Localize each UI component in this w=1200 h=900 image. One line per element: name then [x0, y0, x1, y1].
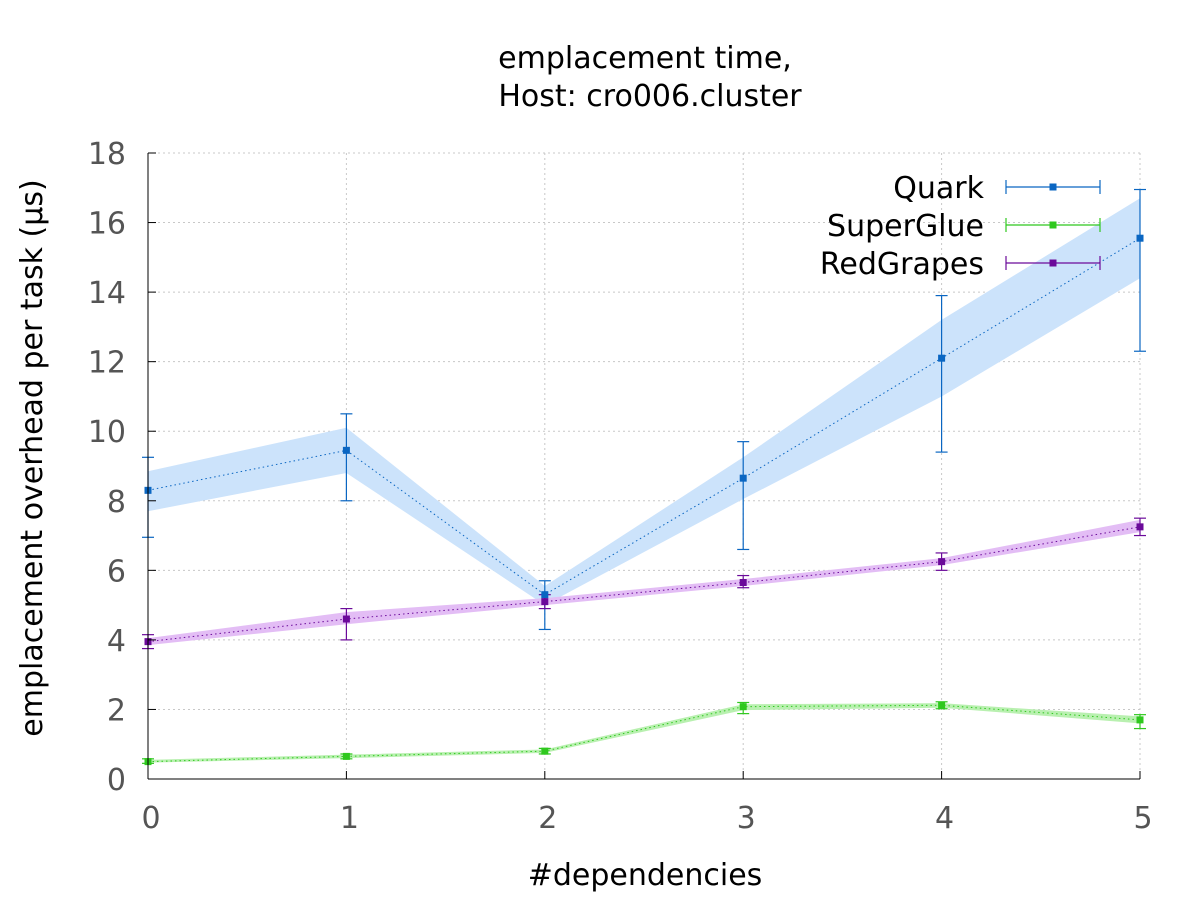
x-tick-label-0: 0: [141, 801, 160, 836]
band-quark: [148, 198, 1140, 606]
legend-item-quark: Quark: [893, 171, 1101, 206]
y-tick-label-4: 8: [107, 485, 126, 520]
x-axis-label: #dependencies: [528, 858, 763, 893]
band-superglue: [148, 703, 1140, 763]
legend-label-superglue: SuperGlue: [827, 209, 984, 244]
y-tick-label-0: 0: [107, 763, 126, 798]
legend-marker-superglue: [1049, 221, 1057, 229]
x-tick-labels: 0 1 2 3 4 5: [141, 801, 1152, 836]
errorbar-quark-5: [1134, 188, 1146, 352]
y-tick-label-5: 10: [88, 415, 126, 450]
point-redgrapes-2: [541, 598, 549, 606]
point-redgrapes-1: [342, 615, 350, 623]
errorbar-quark-3: [737, 441, 750, 551]
point-quark-4: [938, 354, 946, 362]
title-line-1: emplacement time,: [498, 41, 792, 76]
x-tick-label-3: 3: [737, 801, 756, 836]
point-superglue-5: [1136, 716, 1144, 724]
line-superglue: [147, 704, 1141, 763]
line-quark: [147, 237, 1141, 596]
x-tick-label-1: 1: [340, 801, 359, 836]
series-lines: [147, 237, 1141, 763]
point-quark-1: [342, 446, 350, 454]
point-superglue-1: [342, 752, 350, 760]
point-redgrapes-5: [1136, 523, 1144, 531]
y-tick-label-2: 4: [107, 624, 126, 659]
y-tick-label-7: 14: [88, 276, 126, 311]
legend-label-redgrapes: RedGrapes: [820, 247, 984, 282]
legend-label-quark: Quark: [893, 171, 984, 206]
legend-marker-quark: [1049, 183, 1057, 191]
point-redgrapes-3: [739, 579, 747, 587]
confidence-bands: [148, 198, 1140, 763]
errorbar-quark-4: [935, 294, 948, 453]
y-tick-label-3: 6: [107, 554, 126, 589]
x-tick-label-5: 5: [1133, 801, 1152, 836]
axes: [147, 152, 1141, 780]
x-tick-label-4: 4: [935, 801, 954, 836]
point-superglue-3: [739, 703, 747, 711]
point-quark-3: [739, 474, 747, 482]
y-axis-label: emplacement overhead per task (µs): [15, 179, 50, 736]
y-tick-labels: 0 2 4 6 8 10 12 14 16 18: [88, 137, 126, 798]
x-tick-label-2: 2: [538, 801, 557, 836]
chart-title: emplacement time, Host: cro006.cluster: [498, 41, 802, 114]
legend-marker-redgrapes: [1049, 259, 1057, 267]
title-line-2: Host: cro006.cluster: [498, 79, 802, 114]
point-redgrapes-4: [938, 558, 946, 566]
point-superglue-2: [541, 747, 549, 755]
y-tick-label-1: 2: [107, 693, 126, 728]
y-tick-label-9: 18: [88, 137, 126, 172]
y-tick-label-8: 16: [88, 207, 126, 242]
band-redgrapes: [148, 519, 1140, 646]
point-quark-5: [1136, 234, 1144, 242]
errorbar-quark-1: [340, 413, 353, 502]
point-quark-2: [541, 591, 549, 599]
legend-item-redgrapes: RedGrapes: [820, 247, 1101, 282]
point-superglue-4: [938, 701, 946, 709]
y-tick-label-6: 12: [88, 346, 126, 381]
errorbar-redgrapes-1: [340, 607, 353, 641]
legend-item-superglue: SuperGlue: [827, 209, 1101, 244]
